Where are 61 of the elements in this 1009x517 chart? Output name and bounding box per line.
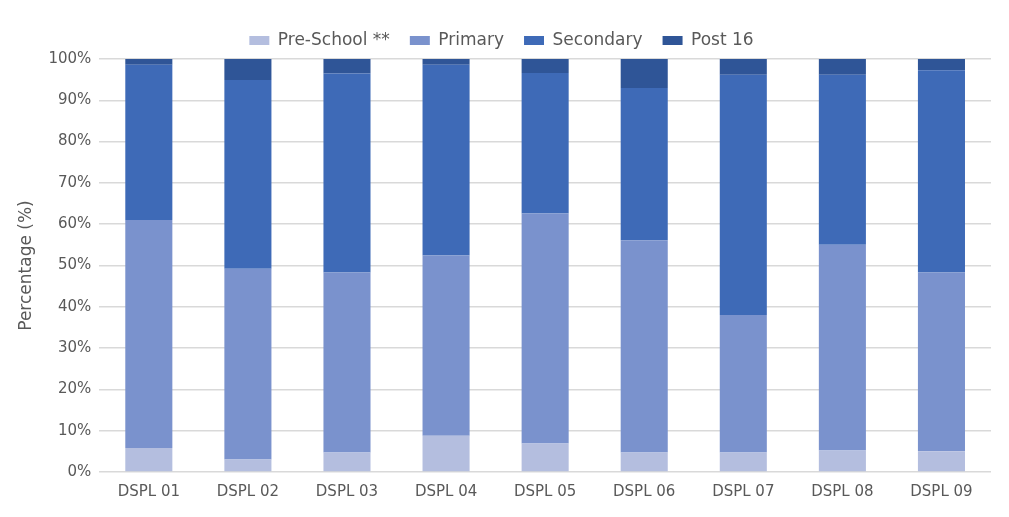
bar [719,452,767,472]
x-tick-label: DSPL 05 [513,481,577,500]
y-tick-label: 60% [57,214,92,233]
bar [422,255,470,436]
legend-label: Pre-School ** [277,28,390,49]
bar [323,73,371,273]
legend-label: Post 16 [691,28,754,49]
bar [620,87,668,241]
x-tick-label: DSPL 06 [613,481,676,500]
y-tick-label: 30% [57,337,92,356]
bar [917,70,965,273]
x-tick-label: DSPL 01 [117,481,180,500]
bar [422,59,470,65]
y-tick-label: 0% [67,461,92,480]
bar [521,59,569,74]
y-tick-label: 20% [57,379,92,398]
bar [719,74,767,316]
bar [422,64,470,256]
bar [917,59,965,71]
bar [719,59,767,75]
bar [620,59,668,88]
bar [323,272,371,453]
legend-label: Secondary [552,28,643,49]
y-tick-label: 10% [57,420,92,439]
x-tick-label: DSPL 08 [811,481,874,500]
x-tick-label: DSPL 09 [910,481,973,500]
bar [620,452,668,472]
bar [323,59,371,74]
bar [224,59,272,81]
bar [125,59,173,65]
bar [224,80,272,269]
x-tick-label: DSPL 02 [216,481,280,500]
bar [818,450,866,472]
bar [917,451,965,472]
bar [323,452,371,472]
bar [224,459,272,472]
bar [125,64,173,221]
bar [125,448,173,472]
bar [818,244,866,451]
bar [818,74,866,245]
bar [818,59,866,75]
y-axis-title: Percentage (%) [14,200,35,331]
bar [521,213,569,444]
bar [521,443,569,472]
y-tick-label: 90% [57,90,92,109]
y-tick-label: 50% [57,255,92,274]
bar [224,268,272,460]
bar [719,315,767,453]
x-tick-label: DSPL 07 [712,481,775,500]
bar [125,220,173,449]
y-tick-label: 80% [57,131,92,150]
y-tick-label: 100% [48,48,92,67]
x-tick-label: DSPL 03 [315,481,379,500]
bar [422,435,470,472]
bar [620,240,668,453]
legend-label: Primary [438,28,505,49]
bar [521,73,569,214]
y-tick-label: 70% [57,172,92,191]
x-tick-label: DSPL 04 [414,481,478,500]
y-tick-label: 40% [57,296,92,315]
bar [917,272,965,452]
